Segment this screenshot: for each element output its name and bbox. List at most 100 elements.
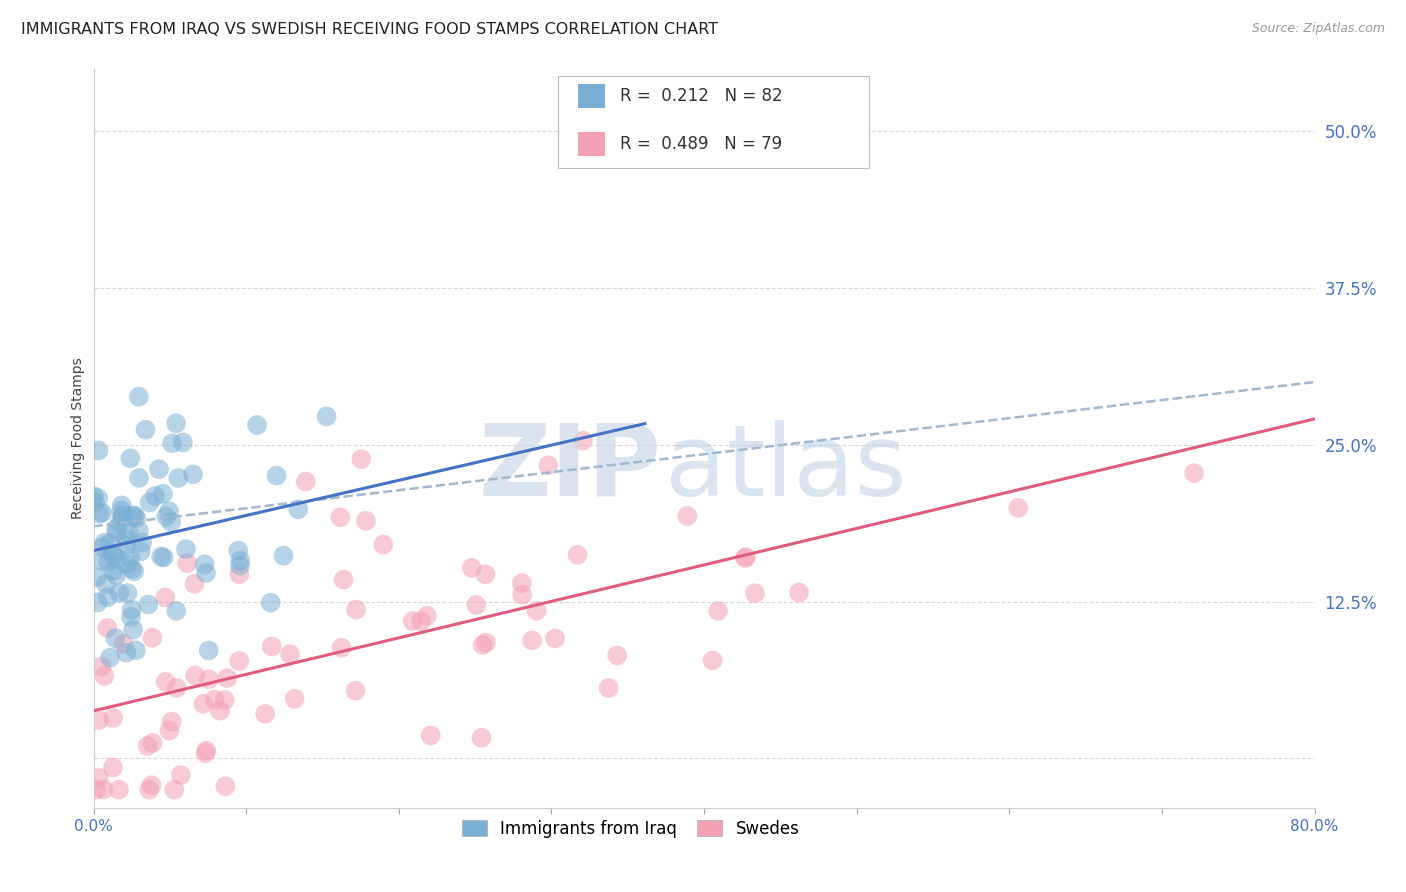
Point — [120, 610, 142, 624]
Point — [134, 423, 156, 437]
Point — [465, 598, 488, 612]
Point — [87, 713, 110, 727]
Point — [152, 550, 174, 565]
Point — [91, 506, 114, 520]
Point — [744, 586, 766, 600]
Point — [526, 604, 548, 618]
Point — [735, 550, 758, 565]
Point — [96, 621, 118, 635]
Point — [108, 782, 131, 797]
Point — [184, 668, 207, 682]
Point — [402, 614, 425, 628]
Point — [163, 782, 186, 797]
Point — [172, 435, 194, 450]
Point — [350, 452, 373, 467]
Point — [89, 507, 111, 521]
Point — [120, 550, 142, 565]
Point — [707, 604, 730, 618]
Point — [287, 502, 309, 516]
Point — [128, 471, 150, 485]
Y-axis label: Receiving Food Stamps: Receiving Food Stamps — [72, 358, 86, 519]
Point — [84, 496, 107, 510]
Point — [1007, 500, 1029, 515]
Point — [115, 558, 138, 572]
Point — [461, 561, 484, 575]
Point — [91, 541, 114, 555]
Point — [86, 570, 108, 584]
Point — [152, 487, 174, 501]
Point — [294, 475, 316, 489]
Point — [107, 552, 129, 566]
Point — [266, 468, 288, 483]
Point — [572, 434, 595, 448]
Point — [124, 508, 146, 523]
Text: R =  0.212   N = 82: R = 0.212 N = 82 — [620, 87, 783, 105]
Point — [87, 771, 110, 785]
Point — [160, 515, 183, 529]
Point — [111, 509, 134, 524]
Point — [208, 704, 231, 718]
Bar — [578, 132, 605, 156]
Point — [228, 654, 250, 668]
Point — [181, 467, 204, 482]
Text: R =  0.489   N = 79: R = 0.489 N = 79 — [620, 135, 782, 153]
Point — [332, 573, 354, 587]
Point — [193, 697, 215, 711]
Point — [138, 495, 160, 509]
Point — [111, 499, 134, 513]
Point — [115, 532, 138, 546]
Point — [354, 514, 377, 528]
Point — [157, 504, 180, 518]
Point — [544, 632, 567, 646]
Point — [122, 623, 145, 637]
Point — [131, 535, 153, 549]
Point — [329, 510, 352, 524]
Point — [104, 631, 127, 645]
Point — [226, 543, 249, 558]
Point — [98, 650, 121, 665]
Point — [121, 508, 143, 523]
Point — [470, 731, 492, 745]
Point — [103, 547, 125, 561]
Point — [176, 556, 198, 570]
Point — [229, 553, 252, 567]
Point — [111, 508, 134, 522]
Point — [115, 538, 138, 552]
Point — [167, 471, 190, 485]
Point — [373, 537, 395, 551]
Point — [112, 637, 135, 651]
Bar — [578, 84, 605, 108]
Point — [419, 729, 441, 743]
Point — [97, 555, 120, 569]
Point — [93, 782, 115, 797]
Point — [246, 417, 269, 432]
Point — [120, 451, 142, 466]
Point — [141, 778, 163, 792]
Point — [118, 526, 141, 541]
Point — [510, 588, 533, 602]
Point — [537, 458, 560, 473]
Point — [197, 672, 219, 686]
Point — [128, 390, 150, 404]
Point — [160, 714, 183, 729]
Point — [676, 509, 699, 524]
Point — [121, 562, 143, 576]
Point — [105, 524, 128, 539]
Text: atlas: atlas — [665, 419, 907, 516]
Point — [702, 653, 724, 667]
Point — [84, 782, 107, 797]
Point — [260, 596, 283, 610]
Point — [87, 595, 110, 609]
Point — [416, 608, 439, 623]
Point — [1182, 466, 1205, 480]
Point — [148, 462, 170, 476]
Point — [734, 551, 756, 566]
Point — [165, 604, 187, 618]
Point — [195, 744, 218, 758]
Point — [101, 711, 124, 725]
Point — [165, 417, 187, 431]
Point — [254, 706, 277, 721]
Text: IMMIGRANTS FROM IRAQ VS SWEDISH RECEIVING FOOD STAMPS CORRELATION CHART: IMMIGRANTS FROM IRAQ VS SWEDISH RECEIVIN… — [21, 22, 718, 37]
Point — [122, 565, 145, 579]
Point — [567, 548, 589, 562]
